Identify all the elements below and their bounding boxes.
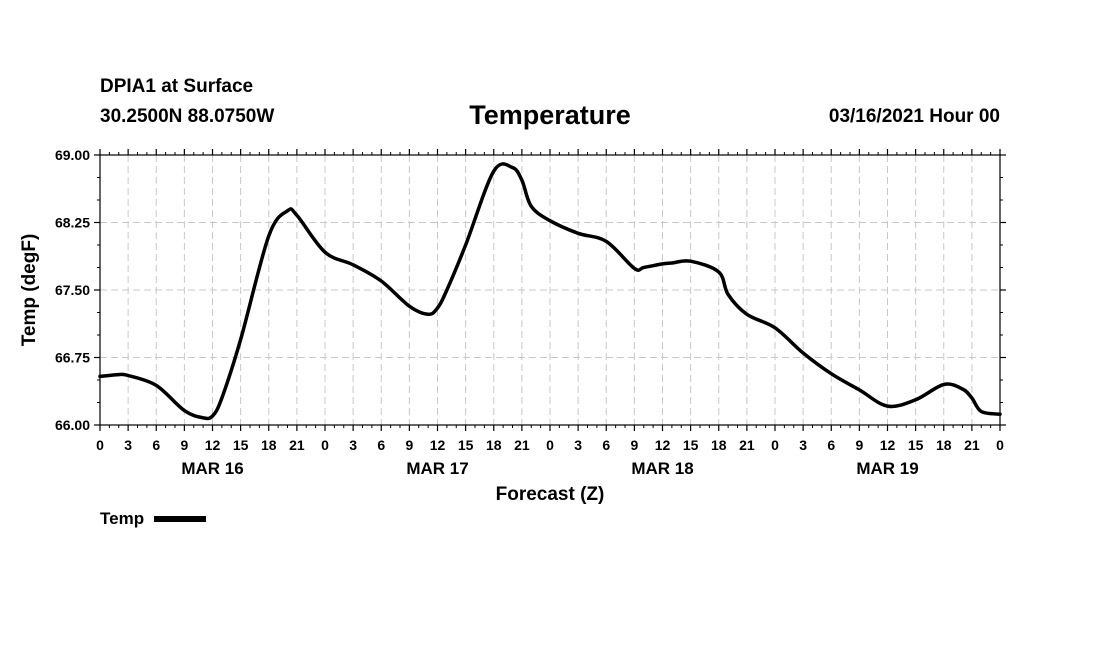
temp-series-line	[98, 162, 1002, 421]
x-tick-label: 15	[683, 437, 699, 453]
legend-label: Temp	[100, 509, 145, 528]
x-tick-label: 18	[711, 437, 727, 453]
y-tick-label: 67.50	[55, 282, 90, 298]
x-tick-label: 12	[880, 437, 896, 453]
y-tick-labels: 66.00 66.75 67.50 68.25 69.00	[55, 147, 90, 433]
day-label: MAR 19	[856, 459, 918, 478]
x-tick-label: 15	[233, 437, 249, 453]
x-tick-label: 0	[96, 437, 104, 453]
legend-line-swatch	[154, 516, 207, 522]
x-tick-label: 9	[630, 437, 638, 453]
grid-lines	[100, 155, 1000, 425]
x-tick-label: 12	[205, 437, 221, 453]
y-axis-label: Temp (degF)	[19, 234, 40, 347]
x-tick-label: 18	[936, 437, 952, 453]
plot-frame	[99, 154, 1001, 426]
day-labels: MAR 16 MAR 17 MAR 18 MAR 19	[181, 459, 918, 478]
forecast-datetime: 03/16/2021 Hour 00	[828, 106, 1000, 127]
day-label: MAR 17	[406, 459, 468, 478]
y-tick-label: 69.00	[55, 147, 90, 163]
x-tick-label: 15	[458, 437, 474, 453]
x-tick-label: 18	[486, 437, 502, 453]
x-tick-label: 3	[574, 437, 582, 453]
x-tick-label: 12	[655, 437, 671, 453]
x-tick-labels: 0 3 6 9 12 15 18 21 0 3 6 9 12 15 18 21 0 3 6 9 12 15 18 21 0 3 6 9…	[96, 437, 1004, 453]
x-tick-label: 18	[261, 437, 277, 453]
coordinates-label: 30.2500N 88.0750W	[100, 106, 275, 127]
y-tick-label: 66.75	[55, 350, 90, 366]
x-axis-label: Forecast (Z)	[496, 484, 605, 505]
x-tick-label: 6	[827, 437, 835, 453]
x-tick-label: 9	[855, 437, 863, 453]
chart-title: Temperature	[469, 100, 631, 130]
y-tick-label: 68.25	[55, 215, 90, 231]
x-tick-label: 0	[546, 437, 554, 453]
x-tick-label: 21	[739, 437, 755, 453]
x-tick-label: 6	[602, 437, 610, 453]
x-tick-label: 9	[405, 437, 413, 453]
x-tick-label: 9	[180, 437, 188, 453]
x-tick-label: 6	[152, 437, 160, 453]
day-label: MAR 16	[181, 459, 243, 478]
x-tick-label: 15	[908, 437, 924, 453]
x-tick-label: 21	[514, 437, 530, 453]
station-label: DPIA1 at Surface	[100, 76, 254, 97]
legend: Temp	[100, 509, 207, 529]
x-tick-label: 0	[771, 437, 779, 453]
x-tick-label: 0	[996, 437, 1004, 453]
x-tick-label: 3	[799, 437, 807, 453]
y-tick-label: 66.00	[55, 417, 90, 433]
x-tick-label: 3	[124, 437, 132, 453]
x-tick-label: 3	[349, 437, 357, 453]
x-tick-label: 21	[289, 437, 305, 453]
x-tick-label: 12	[430, 437, 446, 453]
x-tick-label: 0	[321, 437, 329, 453]
x-tick-label: 21	[964, 437, 980, 453]
x-tick-label: 6	[377, 437, 385, 453]
day-label: MAR 18	[631, 459, 693, 478]
